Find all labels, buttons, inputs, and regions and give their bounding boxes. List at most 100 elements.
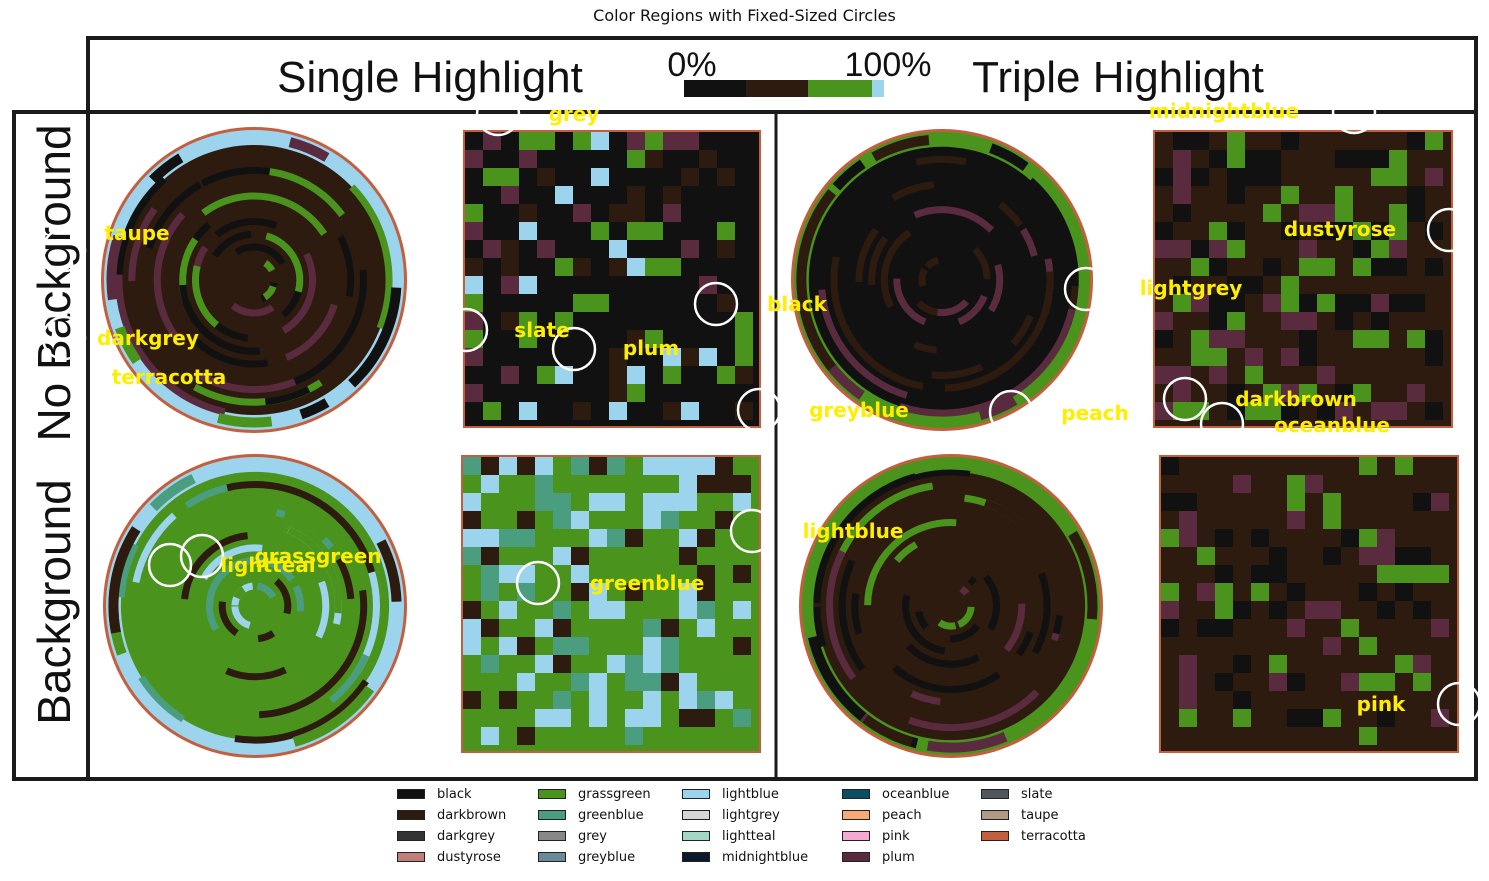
highlight-circle [729, 508, 775, 554]
panel-single-nobg-circle [101, 127, 407, 433]
legend-swatch [538, 852, 566, 862]
legend-label: taupe [1021, 807, 1059, 823]
legend-item-lightgrey: lightgrey [682, 806, 780, 824]
legend-swatch [981, 789, 1009, 799]
legend-item-greenblue: greenblue [538, 806, 644, 824]
legend-label: lightteal [722, 828, 776, 844]
highlight-circle [988, 389, 1034, 435]
highlight-circle [1331, 89, 1377, 135]
legend-item-plum: plum [842, 848, 915, 866]
panel-triple-nobg-circle [791, 129, 1093, 431]
panels [101, 127, 1459, 758]
annotation-taupe: taupe [104, 221, 169, 245]
highlight-circle [1199, 401, 1245, 447]
highlight-circles [41, 89, 1482, 727]
legend-label: slate [1021, 786, 1053, 802]
annotation-terracotta: terracotta [112, 365, 227, 389]
annotation-grassgreen: grassgreen [254, 544, 381, 568]
annotation-greyblue: greyblue [809, 398, 909, 422]
legend-item-slate: slate [981, 785, 1052, 803]
legend-item-lightteal: lightteal [682, 827, 776, 845]
legend-item-grassgreen: grassgreen [538, 785, 651, 803]
figure-canvas: Single Highlight Triple Highlight 0% 100… [12, 36, 1482, 781]
annotation-lightblue: lightblue [803, 519, 904, 543]
legend-label: midnightblue [722, 849, 809, 865]
legend-swatch [538, 831, 566, 841]
panel-single-nobg-square [463, 130, 761, 428]
legend-item-oceanblue: oceanblue [842, 785, 949, 803]
highlight-circle [1162, 376, 1208, 422]
highlight-circle [1436, 681, 1482, 727]
legend-label: darkbrown [437, 807, 507, 823]
highlight-circle [179, 533, 225, 579]
legend-item-dustyrose: dustyrose [397, 848, 501, 866]
highlight-circle [551, 326, 597, 372]
legend-item-darkbrown: darkbrown [397, 806, 506, 824]
legend-swatch [682, 831, 710, 841]
grid-frame [12, 110, 1478, 781]
annotation-black: black [767, 292, 828, 316]
legend-swatch [842, 852, 870, 862]
row-label-top: No Background [28, 124, 80, 441]
legend-swatch [842, 789, 870, 799]
legend-swatch [397, 852, 425, 862]
highlight-circle [736, 387, 782, 433]
scale-min: 0% [667, 46, 716, 84]
annotation-labels: grey taupe darkgrey terracotta slate plum blac… [97, 99, 1406, 716]
legend-label: terracotta [1021, 828, 1086, 844]
annotation-slate: slate [514, 318, 569, 342]
annotation-darkbrown: darkbrown [1235, 387, 1357, 411]
legend-item-taupe: taupe [981, 806, 1059, 824]
legend-item-darkgrey: darkgrey [397, 827, 495, 845]
annotation-dustyrose: dustyrose [1284, 217, 1396, 241]
scale-max: 100% [845, 46, 932, 84]
legend-swatch [538, 789, 566, 799]
row-label-bottom: Background [28, 479, 80, 725]
legend-label: dustyrose [437, 849, 501, 865]
annotation-lightgrey: lightgrey [1140, 276, 1243, 300]
legend-label: plum [882, 849, 915, 865]
legend-swatch [682, 810, 710, 820]
annotation-darkgrey: darkgrey [97, 326, 199, 350]
legend-swatch [981, 810, 1009, 820]
legend-label: greyblue [578, 849, 636, 865]
annotation-midnightblue: midnightblue [1149, 99, 1299, 123]
header-right: Triple Highlight [972, 53, 1264, 102]
legend-swatch [981, 831, 1009, 841]
panel-single-bg-square [461, 455, 761, 753]
legend-label: black [437, 786, 472, 802]
panel-single-bg-circle [103, 454, 407, 758]
annotation-greenblue: greenblue [590, 571, 705, 595]
legend-label: peach [882, 807, 922, 823]
header-left: Single Highlight [277, 53, 583, 102]
legend-swatch [397, 810, 425, 820]
legend-item-midnightblue: midnightblue [682, 848, 808, 866]
legend-item-lightblue: lightblue [682, 785, 779, 803]
highlight-circle [41, 315, 87, 361]
scale-bar [684, 80, 884, 97]
annotation-grey: grey [549, 102, 600, 126]
legend-swatch [397, 789, 425, 799]
highlight-circle [693, 281, 739, 327]
annotation-lightteal: lightteal [220, 553, 315, 577]
legend-item-terracotta: terracotta [981, 827, 1086, 845]
highlight-circle [41, 227, 87, 273]
highlight-circle [1426, 207, 1472, 253]
legend-swatch [842, 831, 870, 841]
panel-triple-bg-square [1159, 455, 1459, 753]
legend-item-grey: grey [538, 827, 607, 845]
panel-triple-bg-circle [799, 454, 1103, 758]
legend-swatch [842, 810, 870, 820]
legend: black darkbrown darkgrey dustyrose grassgree… [395, 785, 1115, 877]
chart-title: Color Regions with Fixed-Sized Circles [593, 6, 896, 25]
legend-item-black: black [397, 785, 472, 803]
legend-label: greenblue [578, 807, 644, 823]
annotation-pink: pink [1357, 692, 1406, 716]
highlight-circle [443, 307, 489, 353]
legend-item-pink: pink [842, 827, 910, 845]
highlight-circle [1063, 266, 1109, 312]
legend-swatch [682, 852, 710, 862]
highlight-circle [147, 542, 193, 588]
highlight-circle [515, 560, 561, 606]
annotation-peach: peach [1061, 401, 1128, 425]
